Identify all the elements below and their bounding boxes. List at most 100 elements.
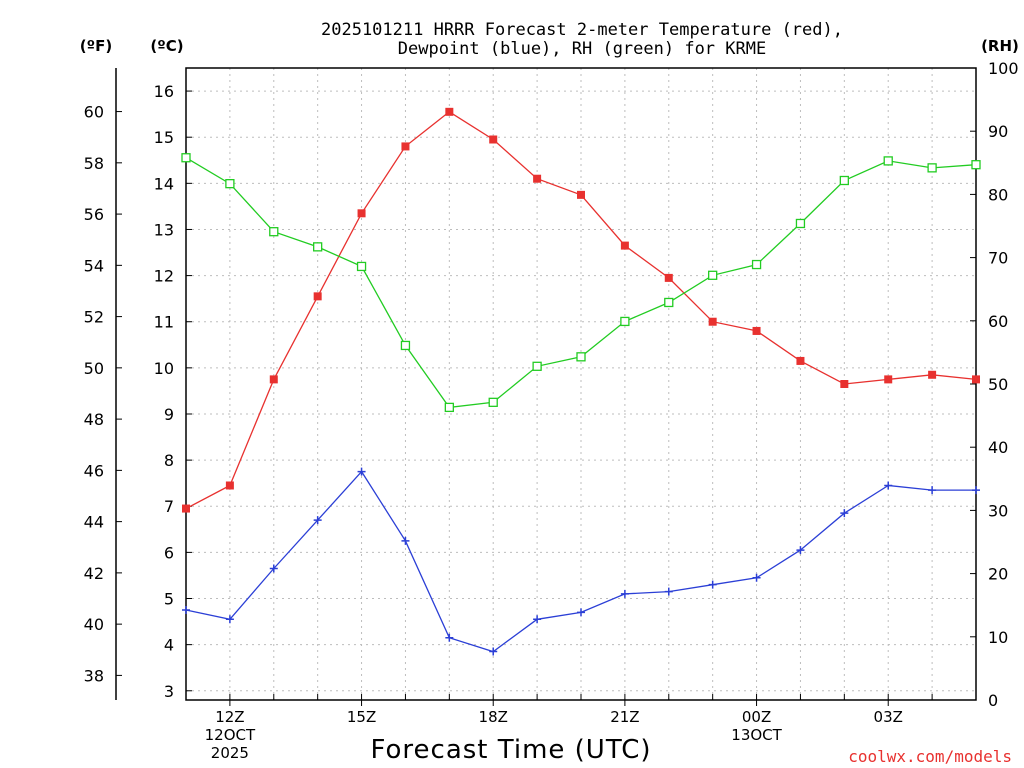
temperature-point [577, 190, 585, 199]
dewpoint-point [752, 573, 761, 582]
celsius-tick-label: 11 [154, 313, 174, 332]
dewpoint-point [620, 589, 629, 598]
temperature-point [533, 174, 542, 183]
x-tick-sublabel: 2025 [211, 744, 249, 762]
dewpoint-point [533, 615, 542, 624]
rh-point [269, 227, 279, 237]
rh-tick-label: 90 [988, 122, 1008, 141]
fahrenheit-tick-label: 46 [84, 461, 104, 480]
dewpoint-point [401, 536, 410, 545]
x-tick-sublabel: 12OCT [205, 726, 256, 744]
temperature-point [708, 317, 717, 326]
rh-tick-label: 10 [988, 628, 1008, 647]
rh-tick-label: 50 [988, 375, 1008, 394]
rh-tick-label: 80 [988, 185, 1008, 204]
celsius-tick-label: 12 [154, 267, 174, 286]
rh-point [971, 160, 981, 170]
dewpoint-point [972, 486, 980, 495]
x-axis-label: Forecast Time (UTC) [370, 735, 651, 765]
temperature-point [928, 370, 937, 379]
dewpoint-point [577, 608, 585, 617]
rh-tick-label: 60 [988, 312, 1008, 331]
rh-tick-label: 20 [988, 565, 1008, 584]
fahrenheit-tick-label: 50 [84, 359, 104, 378]
rh-point [444, 402, 454, 413]
fahrenheit-tick-label: 56 [84, 205, 104, 224]
celsius-tick-label: 8 [164, 451, 174, 470]
celsius-tick-label: 10 [154, 359, 174, 378]
rh-tick-label: 70 [988, 249, 1008, 268]
celsius-tick-label: 14 [154, 174, 174, 193]
rh-point [839, 175, 849, 186]
temperature-point [445, 107, 454, 116]
dewpoint-point [182, 606, 190, 615]
dewpoint-point [225, 615, 234, 624]
rh-point [927, 163, 937, 173]
celsius-tick-label: 7 [164, 497, 174, 516]
temperature-point [972, 375, 980, 384]
celsius-tick-label: 15 [154, 128, 174, 147]
rh-point [532, 361, 542, 371]
chart-title-line1: 2025101211 HRRR Forecast 2-meter Tempera… [321, 20, 843, 40]
fahrenheit-tick-label: 58 [84, 154, 104, 173]
temperature-point [840, 380, 849, 388]
dewpoint-point [313, 516, 322, 525]
credit-text: coolwx.com/models [848, 747, 1012, 766]
fahrenheit-tick-label: 44 [84, 513, 104, 532]
fahrenheit-tick-label: 38 [84, 666, 104, 685]
dewpoint-point [708, 580, 717, 589]
rh-unit-label: (RH) [981, 37, 1019, 55]
temperature-point [796, 356, 805, 365]
fahrenheit-tick-label: 48 [84, 410, 104, 429]
rh-point [225, 179, 235, 189]
temperature-point [313, 292, 322, 301]
temperature-point [182, 504, 190, 513]
x-tick-label: 12Z [215, 708, 244, 726]
rh-tick-label: 0 [988, 691, 998, 710]
x-tick-label: 00Z [742, 708, 771, 726]
rh-point [356, 261, 367, 272]
rh-point [708, 270, 718, 280]
celsius-tick-label: 4 [164, 636, 174, 655]
fahrenheit-tick-label: 42 [84, 564, 104, 583]
x-tick-label: 03Z [874, 708, 903, 726]
gridlines [185, 68, 977, 700]
rh-point [576, 352, 586, 362]
fahrenheit-unit-label: (ºF) [80, 37, 112, 55]
celsius-tick-label: 5 [164, 590, 174, 609]
celsius-tick-label: 6 [164, 543, 174, 562]
dewpoint-point [489, 647, 498, 656]
temperature-point [225, 481, 234, 490]
temperature-point [401, 142, 410, 151]
celsius-tick-label: 3 [164, 682, 174, 701]
x-tick-label: 21Z [610, 708, 639, 726]
rh-point [620, 316, 630, 327]
temperature-point [357, 209, 366, 218]
fahrenheit-tick-label: 60 [84, 103, 104, 122]
fahrenheit-tick-label: 52 [84, 308, 104, 327]
dewpoint-point [928, 486, 937, 495]
rh-tick-label: 30 [988, 501, 1008, 520]
dewpoint-point [357, 467, 366, 476]
fahrenheit-tick-label: 40 [84, 615, 104, 634]
plot-frame [185, 67, 977, 701]
x-tick-label: 15Z [347, 708, 376, 726]
celsius-tick-label: 16 [154, 82, 174, 101]
temperature-point [489, 135, 498, 144]
rh-point [181, 153, 191, 163]
rh-point [883, 156, 893, 166]
rh-tick-label: 100 [988, 59, 1019, 78]
temperature-point [620, 241, 629, 250]
dewpoint-point [269, 564, 278, 573]
fahrenheit-tick-label: 54 [84, 256, 104, 275]
series-lines [181, 107, 981, 656]
rh-point [400, 340, 411, 351]
celsius-unit-label: (ºC) [150, 37, 183, 55]
rh-point [664, 297, 674, 308]
rh-point [488, 397, 498, 407]
celsius-tick-label: 13 [154, 220, 174, 239]
chart-title-line2: Dewpoint (blue), RH (green) for KRME [398, 39, 766, 59]
rh-point [313, 242, 323, 252]
